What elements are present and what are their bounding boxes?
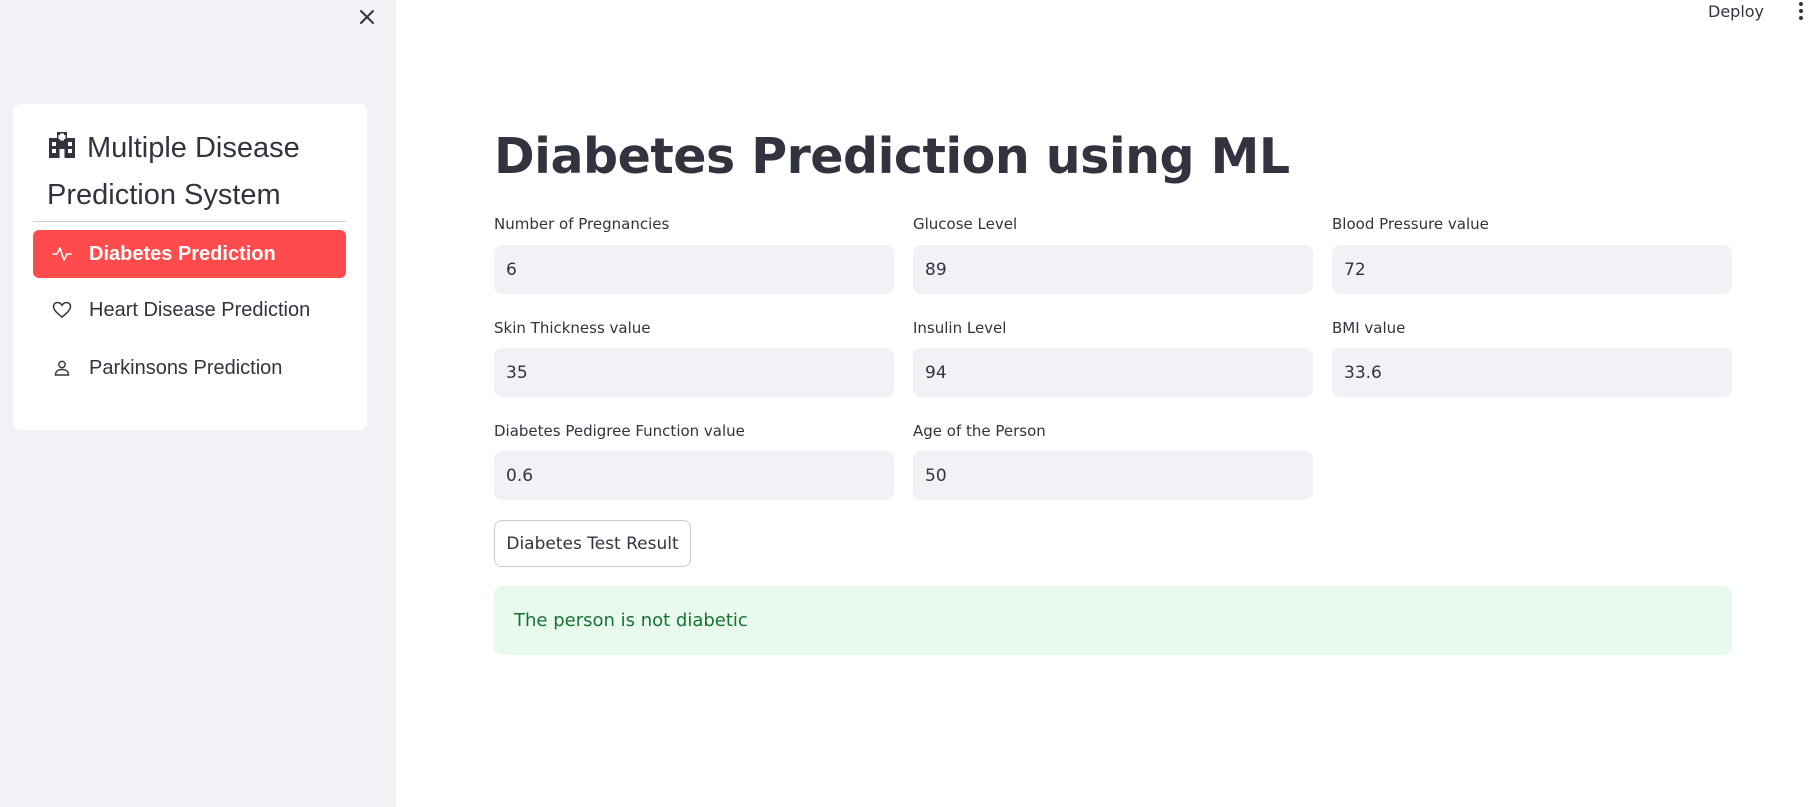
sidebar: Multiple Disease Prediction System Diabe… (0, 0, 396, 807)
menu-divider (33, 221, 346, 222)
heart-icon (51, 299, 73, 321)
result-text: The person is not diabetic (514, 610, 748, 631)
bmi-input[interactable] (1332, 348, 1732, 397)
pregnancies-input[interactable] (494, 245, 894, 294)
nav-item-label: Parkinsons Prediction (89, 356, 283, 379)
nav-item-diabetes[interactable]: Diabetes Prediction (33, 230, 346, 278)
option-menu: Multiple Disease Prediction System Diabe… (13, 104, 367, 430)
close-sidebar-button[interactable] (354, 4, 380, 30)
person-icon (51, 357, 73, 379)
blood-pressure-input[interactable] (1332, 245, 1732, 294)
kebab-dot (1799, 16, 1803, 20)
field-label-pedigree: Diabetes Pedigree Function value (494, 422, 745, 440)
activity-icon (51, 243, 73, 265)
kebab-dot (1799, 9, 1803, 13)
kebab-dot (1799, 2, 1803, 6)
field-label-age: Age of the Person (913, 422, 1046, 440)
main-menu-button[interactable] (1794, 0, 1808, 22)
nav-item-parkinsons[interactable]: Parkinsons Prediction (33, 344, 346, 392)
page-title: Diabetes Prediction using ML (494, 128, 1290, 185)
field-label-blood-pressure: Blood Pressure value (1332, 215, 1489, 233)
insulin-input[interactable] (913, 348, 1313, 397)
glucose-input[interactable] (913, 245, 1313, 294)
skin-thickness-input[interactable] (494, 348, 894, 397)
diabetes-test-result-button[interactable]: Diabetes Test Result (494, 520, 691, 567)
menu-title-text: Multiple Disease Prediction System (47, 132, 300, 211)
age-input[interactable] (913, 451, 1313, 500)
field-label-bmi: BMI value (1332, 319, 1406, 337)
field-label-insulin: Insulin Level (913, 319, 1007, 337)
nav-item-heart-disease[interactable]: Heart Disease Prediction (33, 286, 346, 334)
field-label-skin-thickness: Skin Thickness value (494, 319, 651, 337)
deploy-button[interactable]: Deploy (1708, 2, 1765, 21)
nav-item-label: Heart Disease Prediction (89, 298, 311, 321)
pedigree-input[interactable] (494, 451, 894, 500)
menu-title: Multiple Disease Prediction System (47, 126, 347, 217)
field-label-glucose: Glucose Level (913, 215, 1018, 233)
hospital-icon (47, 129, 77, 173)
close-icon (360, 10, 374, 24)
nav-item-label: Diabetes Prediction (89, 242, 276, 265)
result-message: The person is not diabetic (494, 586, 1732, 655)
field-label-pregnancies: Number of Pregnancies (494, 215, 670, 233)
